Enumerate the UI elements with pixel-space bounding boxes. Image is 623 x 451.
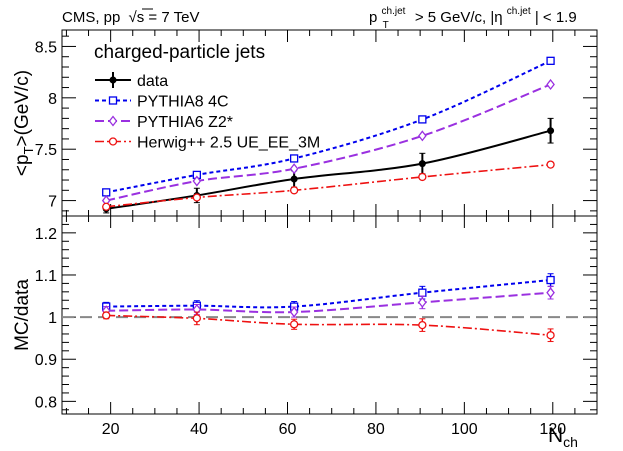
- ratio-p6-point: [289, 306, 299, 318]
- x-tick-label: 40: [190, 421, 208, 438]
- top-p6-point: [192, 175, 202, 187]
- ratio-hw-point: [289, 320, 299, 329]
- ratio-y-tick-label: 0.8: [35, 394, 57, 411]
- ratio-y-tick-label: 1.2: [35, 226, 57, 243]
- ratio-p8-point: [546, 275, 555, 285]
- legend-data-marker: [109, 76, 117, 84]
- legend-p8-marker: [108, 96, 118, 105]
- legend: data PYTHIA8 4C PYTHIA6 Z2* Herwig++ 2.5 UE…: [95, 72, 320, 152]
- ratio-series: [101, 273, 555, 343]
- ratio-p8-point: [418, 288, 427, 297]
- ratio-hw-point: [418, 320, 427, 330]
- top-y-tick-label: 7.5: [35, 142, 57, 159]
- top-y-tick-label: 8.5: [35, 39, 57, 56]
- top-hw-point: [546, 160, 555, 169]
- ratio-hw-point: [546, 331, 555, 340]
- ratio-p8-curve: [106, 279, 551, 309]
- ratio-hw-curve: [106, 314, 551, 337]
- ratio-hw-point: [102, 311, 111, 320]
- top-p8-curve: [106, 59, 551, 194]
- ratio-p6-curve: [106, 291, 551, 314]
- top-series: [101, 56, 555, 214]
- top-p8-point: [289, 154, 299, 163]
- ratio-p6-point: [546, 287, 555, 299]
- top-p8-point: [546, 56, 555, 65]
- top-p6-point: [418, 130, 427, 142]
- header: CMS, pp √s = 7 TeV p ch.jet T > 5 GeV/c,…: [62, 1, 577, 32]
- legend-hw-marker: [108, 137, 118, 146]
- legend-data-label: data: [137, 73, 168, 90]
- x-tick-label: 120: [539, 421, 566, 438]
- top-p8-point: [418, 115, 427, 124]
- top-panel-title: charged-particle jets: [94, 42, 265, 63]
- x-tick-label: 60: [279, 421, 297, 438]
- top-hw-point: [418, 172, 427, 182]
- ratio-panel-frame: [61, 215, 598, 415]
- top-data-point: [547, 127, 555, 135]
- legend-p6-label: PYTHIA6 Z2*: [137, 114, 233, 131]
- ratio-hw-point: [192, 314, 202, 323]
- top-hw-point: [192, 193, 202, 202]
- x-tick-label: 100: [451, 421, 478, 438]
- top-p6-curve: [106, 83, 551, 202]
- top-hw-point: [102, 202, 111, 211]
- top-data-point: [418, 160, 426, 168]
- x-axis-label: Nch: [548, 424, 578, 450]
- jet-cut-label: p ch.jet T > 5 GeV/c, |η ch.jet | < 1.9: [369, 1, 577, 32]
- ratio-y-tick-label: 1.1: [35, 268, 57, 285]
- top-data-curve: [106, 129, 551, 210]
- top-hw-curve: [106, 163, 551, 208]
- top-p6-point: [546, 78, 555, 91]
- x-tick-label: 20: [102, 421, 120, 438]
- legend-p8-label: PYTHIA8 4C: [137, 94, 229, 111]
- top-hw-point: [289, 186, 299, 195]
- ratio-y-axis-label: MC/data: [12, 279, 33, 351]
- top-data-point: [290, 175, 298, 183]
- ratio-ticks: 0.8 0.9 1 1.1 1.2 20 40 60 80 100 120: [35, 216, 598, 438]
- experiment-label: CMS, pp √s = 7 TeV: [62, 9, 199, 26]
- x-tick-label: 80: [367, 421, 385, 438]
- ratio-panel: 0.8 0.9 1 1.1 1.2 20 40 60 80 100 120 MC/data Nch: [12, 215, 598, 450]
- legend-hw-label: Herwig++ 2.5 UE_EE_3M: [137, 135, 320, 152]
- legend-p6-marker: [108, 115, 118, 127]
- top-p8-point: [102, 188, 111, 197]
- ratio-p6-point: [418, 296, 427, 308]
- ratio-y-tick-label: 1: [48, 310, 57, 327]
- top-y-axis-label: <pT>(GeV/c): [12, 70, 36, 176]
- ratio-y-tick-label: 0.9: [35, 352, 57, 369]
- top-panel: 7 7.5 8 8.5 charged-particle jets data PYTHI…: [12, 29, 598, 217]
- top-y-tick-label: 8: [48, 91, 57, 108]
- top-y-tick-label: 7: [48, 194, 57, 211]
- top-ticks: 7 7.5 8 8.5: [35, 30, 598, 216]
- top-p6-point: [289, 163, 299, 175]
